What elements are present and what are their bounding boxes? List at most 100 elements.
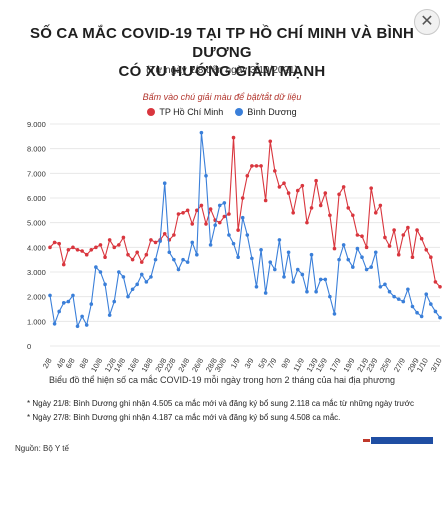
hcm-series-point	[291, 211, 295, 215]
hcm-series-point	[75, 248, 80, 252]
bd-series-point	[126, 294, 130, 299]
x-tick-label: 3/10	[429, 357, 444, 374]
bd-series-point	[378, 285, 383, 289]
x-tick-label: 1/9	[229, 357, 242, 371]
x-tick-label: 27/9	[392, 357, 407, 374]
chart-title-line2: CÓ XU HƯỚNG GIẢM MẠNH	[118, 63, 326, 80]
hcm-series-point	[227, 212, 231, 216]
y-tick-label: 9.000	[27, 120, 46, 129]
hcm-series-point	[351, 213, 355, 218]
bd-series-point	[71, 293, 75, 298]
bd-series-point	[259, 248, 263, 252]
bd-series-point	[144, 280, 149, 284]
hcm-series-point	[273, 169, 277, 173]
bd-series-point	[291, 280, 295, 284]
hcm-series-point	[172, 233, 176, 237]
bd-series-point	[130, 287, 135, 292]
bd-series-point	[277, 238, 282, 242]
close-button[interactable]: ✕	[414, 9, 440, 35]
hcm-series-point	[318, 203, 323, 208]
hcm-series-point	[121, 235, 126, 240]
bd-series-point	[337, 257, 341, 262]
bd-series-point	[360, 255, 364, 259]
y-tick-label: 4.000	[27, 243, 46, 252]
hcm-series-point	[314, 178, 318, 183]
hcm-series-point	[337, 192, 341, 197]
hcm-series-point	[410, 255, 415, 259]
hcm-series-point	[305, 220, 309, 225]
hcm-series-point	[149, 238, 153, 242]
bd-series-point	[167, 250, 172, 255]
bd-series-point	[364, 267, 369, 272]
x-tick-label: 26/8	[190, 357, 205, 374]
bd-series-point	[153, 257, 158, 262]
hcm-series-point	[369, 186, 373, 190]
bd-series-point	[373, 250, 378, 255]
bd-series-point	[392, 294, 396, 299]
hcm-series-point	[176, 212, 181, 216]
bd-series-point	[162, 181, 167, 185]
bd-series-point	[406, 287, 410, 292]
bd-series-point	[355, 246, 360, 251]
bd-series-point	[295, 267, 300, 272]
hcm-series-point	[199, 203, 204, 208]
bd-series-point	[429, 302, 433, 306]
bd-series-point	[172, 257, 176, 262]
hcm-series-point	[240, 196, 245, 200]
bd-series-point	[139, 272, 144, 277]
hcm-series-point	[217, 220, 222, 225]
x-tick-label: 25/9	[378, 357, 393, 374]
hcm-series-point	[415, 228, 419, 232]
y-tick-label: 0	[27, 342, 31, 351]
chart-title: SỐ CA MẮC COVID-19 TẠI TP HỒ CHÍ MINH VÀ…	[0, 24, 444, 81]
bd-series-point	[328, 294, 332, 299]
hcm-series-point	[153, 240, 158, 245]
bd-series-point	[185, 260, 190, 264]
bd-series-point	[240, 215, 245, 220]
hcm-series-point	[419, 236, 424, 241]
bd-series-point	[199, 130, 204, 135]
bd-series-point	[57, 309, 61, 314]
y-tick-label: 8.000	[27, 145, 46, 154]
hcm-series-point	[286, 191, 291, 195]
bd-series-point	[204, 174, 208, 178]
hcm-series-point	[204, 222, 208, 226]
chart-legend: TP Hồ Chí Minh Bình Dương	[0, 107, 444, 117]
bd-series-point	[438, 315, 442, 320]
hcm-series-point	[222, 214, 227, 219]
legend-label-hcm: TP Hồ Chí Minh	[159, 107, 224, 117]
bd-series-point	[300, 272, 305, 277]
bd-series-point	[250, 256, 254, 261]
hcm-series-point	[346, 206, 351, 210]
hcm-series-point	[71, 245, 75, 250]
x-tick-label: 11/9	[291, 357, 306, 374]
x-tick-label: 8/8	[77, 357, 90, 371]
hcm-series-point	[378, 203, 383, 208]
hcm-series-point	[424, 248, 429, 252]
hcm-series-point	[52, 240, 57, 245]
bd-series-line	[49, 132, 441, 329]
bd-series-point	[231, 241, 236, 246]
x-tick-label: 16/8	[126, 357, 141, 374]
hcm-series-point	[89, 248, 94, 252]
bd-series-point	[149, 275, 153, 279]
x-tick-label: 17/9	[328, 357, 343, 374]
bd-series-point	[190, 240, 195, 245]
bd-series-point	[121, 275, 126, 279]
hcm-series-point	[300, 183, 305, 188]
y-tick-label: 5.000	[27, 219, 46, 228]
bd-series-point	[314, 289, 318, 294]
hcm-series-point	[392, 228, 396, 232]
x-tick-label: 2/8	[41, 357, 54, 371]
hcm-series-point	[190, 222, 195, 226]
y-tick-label: 6.000	[27, 194, 46, 203]
bd-series-point	[383, 282, 387, 287]
hcm-series-point	[254, 164, 259, 168]
y-tick-label: 1.000	[27, 317, 46, 326]
legend-item-hcm[interactable]: TP Hồ Chí Minh	[147, 107, 223, 117]
bd-series-point	[273, 267, 277, 272]
bd-series-point	[424, 292, 429, 297]
bd-series-point	[94, 265, 98, 269]
bd-series-point	[75, 324, 80, 329]
legend-item-bd[interactable]: Bình Dương	[235, 107, 297, 117]
